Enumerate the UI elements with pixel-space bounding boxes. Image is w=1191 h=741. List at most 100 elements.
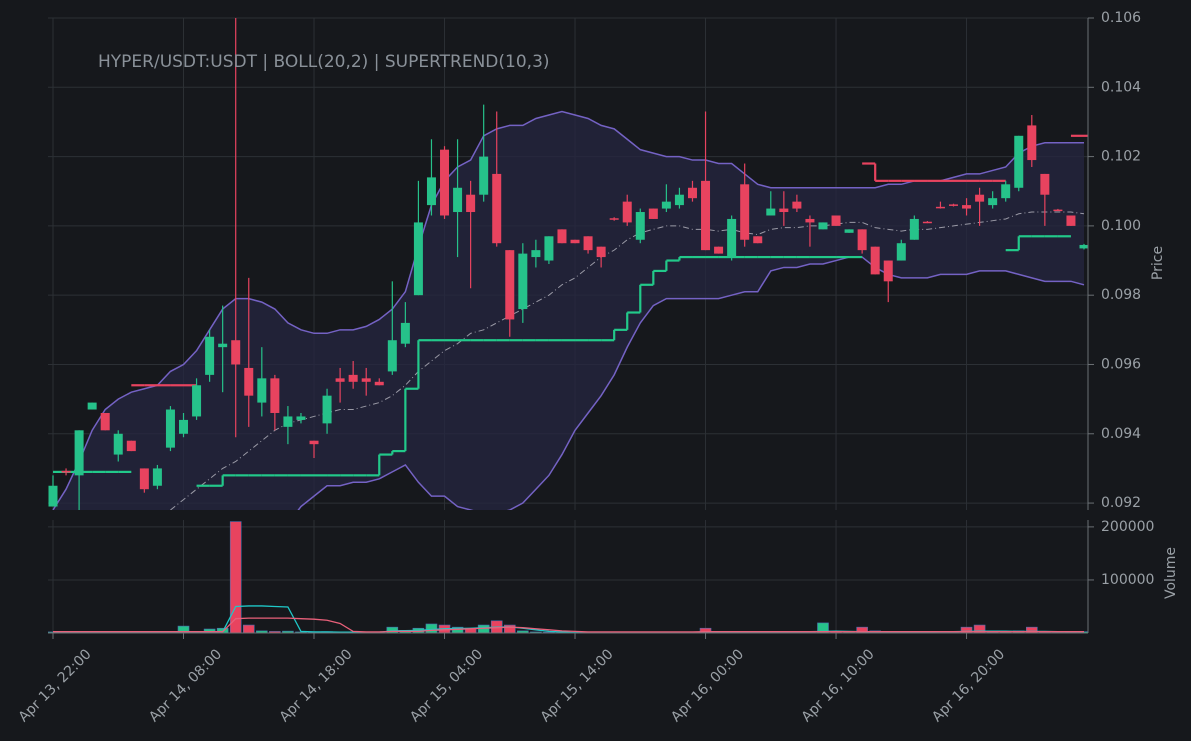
candle-body — [935, 206, 945, 209]
y-tick-label: 0.098 — [1101, 287, 1141, 303]
candle-body — [544, 236, 554, 261]
candle-body — [870, 246, 880, 275]
candle-body — [583, 236, 593, 251]
candle-body — [505, 250, 515, 320]
candle-body — [661, 201, 671, 209]
candle-body — [492, 173, 502, 244]
y-tick-label: 0.094 — [1101, 426, 1141, 442]
y-tick-label: 0.092 — [1101, 495, 1141, 511]
candle-body — [962, 205, 972, 209]
candle-body — [179, 419, 189, 434]
y-tick-label: 0.096 — [1101, 356, 1141, 372]
candle-body — [1001, 184, 1011, 199]
candle-body — [1014, 135, 1024, 188]
candle-body — [244, 367, 254, 396]
candle-body — [753, 236, 763, 244]
volume-bar — [503, 624, 516, 634]
candle-body — [896, 243, 906, 261]
candle-body — [165, 409, 175, 448]
candle-body — [87, 402, 97, 410]
volume-line — [53, 617, 1084, 633]
candle-body — [309, 440, 319, 445]
candle-body — [635, 212, 645, 240]
candle-body — [413, 222, 423, 296]
candle-body — [335, 378, 345, 382]
candle-body — [792, 201, 802, 209]
candle-body — [531, 250, 541, 258]
candle-body — [988, 198, 998, 206]
candle-body — [296, 416, 306, 420]
candle-body — [126, 440, 136, 452]
candle-body — [400, 322, 410, 344]
candle-body — [205, 336, 215, 375]
candle-body — [426, 177, 436, 206]
y-tick-label: 0.102 — [1101, 149, 1141, 165]
volume-bar — [242, 624, 255, 634]
candle-body — [557, 229, 567, 244]
candle-body — [740, 184, 750, 240]
volume-panel — [48, 521, 1088, 634]
candle-body — [466, 194, 476, 213]
candle-body — [805, 218, 815, 223]
candle-body — [596, 246, 606, 258]
y-tick-label: 200000 — [1101, 519, 1154, 535]
candle-body — [948, 204, 958, 206]
candle-body — [975, 194, 985, 202]
price-panel — [48, 18, 1088, 510]
candle-body — [674, 194, 684, 206]
candle-body — [779, 208, 789, 213]
candle-body — [257, 378, 267, 403]
candle-body — [1079, 244, 1088, 249]
candle-body — [113, 433, 123, 455]
candle-body — [818, 222, 828, 230]
candle-body — [440, 149, 450, 216]
y-tick-label: 0.104 — [1101, 79, 1141, 95]
y-tick-label: 100000 — [1101, 572, 1154, 588]
candle-body — [714, 246, 724, 254]
candle-body — [48, 485, 58, 507]
candle-body — [844, 229, 854, 233]
candle-body — [622, 201, 632, 223]
candle-body — [1066, 215, 1076, 226]
candle-body — [857, 229, 867, 251]
candle-body — [374, 381, 384, 386]
candle-body — [361, 378, 371, 382]
candle-body — [766, 208, 776, 216]
candle-body — [61, 470, 71, 473]
candle-body — [139, 468, 149, 490]
candle-body — [453, 187, 463, 213]
y-tick-label: 0.100 — [1101, 218, 1141, 234]
volume-bar — [229, 521, 242, 634]
candle-body — [74, 430, 84, 476]
y-axis-label: Price — [1150, 246, 1166, 280]
candle-body — [831, 215, 841, 226]
bollinger-lower — [297, 256, 1085, 510]
candle-body — [218, 343, 228, 348]
candle-body — [270, 378, 280, 413]
candle-body — [100, 412, 110, 431]
chart-title: HYPER/USDT:USDT | BOLL(20,2) | SUPERTREN… — [98, 52, 550, 72]
volume-axis-label: Volume — [1163, 547, 1179, 599]
candle-body — [727, 218, 737, 258]
candle-body — [609, 218, 619, 220]
candle-body — [152, 468, 162, 486]
y-tick-label: 0.106 — [1101, 10, 1141, 26]
candle-body — [479, 156, 489, 195]
candle-body — [570, 239, 580, 244]
candle-body — [687, 187, 697, 199]
candle-body — [387, 340, 397, 372]
volume-bar — [425, 623, 438, 634]
candle-body — [322, 395, 332, 424]
candle-body — [909, 218, 919, 240]
bollinger-band — [53, 111, 1084, 510]
candle-body — [231, 340, 241, 365]
candle-body — [701, 180, 711, 251]
candle-body — [348, 374, 358, 382]
candle-body — [922, 221, 932, 224]
candle-body — [648, 208, 658, 219]
candle-body — [283, 416, 293, 427]
candle-body — [518, 253, 528, 310]
candle-body — [1040, 173, 1050, 195]
